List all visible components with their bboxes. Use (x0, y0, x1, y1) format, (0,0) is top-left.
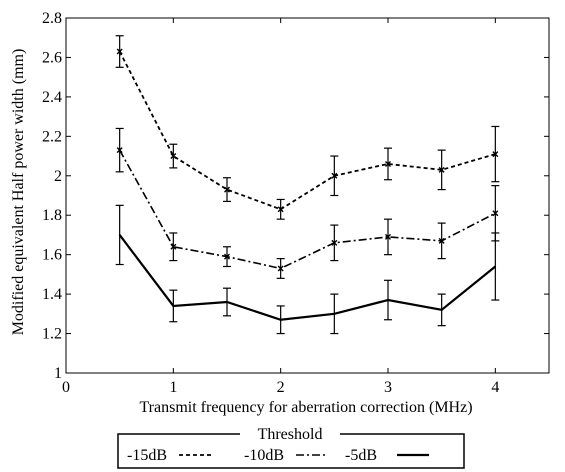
data-point (492, 210, 499, 217)
y-tick-label: 1 (54, 365, 62, 382)
legend-entries: -15dB -10dB -5dB (127, 447, 429, 464)
axes (65, 17, 550, 374)
series-line (118, 149, 496, 270)
y-tick-label: 2.6 (42, 49, 62, 66)
data-point (277, 265, 284, 272)
legend-label: -5dB (345, 447, 377, 464)
x-tick-label: 3 (384, 379, 392, 396)
series-10db (115, 127, 500, 279)
y-tick-label: 1.2 (42, 326, 62, 343)
data-point (226, 301, 228, 303)
legend-title: Threshold (258, 426, 323, 443)
data-point (331, 172, 338, 179)
data-point (440, 309, 443, 311)
data-point (170, 153, 177, 160)
data-point (387, 299, 389, 301)
series-layer (115, 35, 500, 335)
x-tick-label: 2 (277, 379, 285, 396)
data-point (438, 237, 445, 244)
legend-label: -10dB (244, 447, 284, 464)
y-axis-label: Modified equivalent Half power width (mm… (10, 49, 27, 336)
y-tick-label: 2 (54, 168, 62, 185)
data-point (385, 160, 391, 167)
x-tick-label: 0 (62, 379, 70, 396)
data-point (277, 206, 284, 213)
y-tick-label: 1.8 (42, 207, 62, 224)
data-point (170, 243, 177, 250)
data-point (494, 265, 497, 268)
y-tick-label: 2.2 (42, 128, 62, 145)
data-point (224, 253, 230, 260)
data-point (492, 151, 499, 158)
legend: Threshold -15dB -10dB -5dB (117, 424, 465, 469)
series-line (118, 51, 496, 211)
data-point (279, 318, 282, 321)
data-point (116, 147, 123, 154)
data-point (224, 186, 230, 193)
data-point (333, 313, 336, 315)
data-point (116, 48, 123, 55)
y-tick-label: 2.8 (42, 10, 62, 27)
series-5db (115, 204, 500, 335)
x-tick-label: 1 (169, 379, 177, 396)
y-tick-label: 1.4 (42, 286, 62, 303)
y-tick-label: 2.4 (42, 89, 62, 106)
data-point (118, 234, 121, 236)
series-line (118, 234, 497, 321)
data-point (172, 305, 175, 307)
legend-label: -15dB (127, 447, 167, 464)
x-tick-label: 4 (491, 379, 499, 396)
legend-title-backdrop (240, 424, 340, 442)
y-tick-label: 1.6 (42, 247, 62, 264)
data-point (438, 166, 445, 173)
data-point (385, 233, 391, 240)
tick-labels: 0 1 2 3 411.21.41.61.822.22.42.62.8 (42, 10, 499, 396)
data-point (331, 239, 338, 246)
plot-frame (65, 17, 550, 374)
series-15db (115, 35, 500, 220)
x-axis-label: Transmit frequency for aberration correc… (139, 399, 472, 416)
